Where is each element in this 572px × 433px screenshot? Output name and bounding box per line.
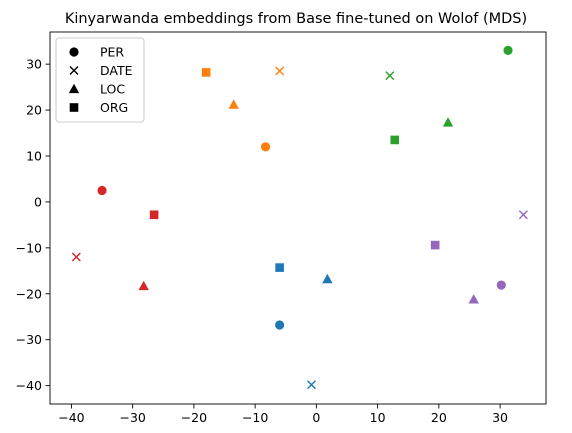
data-point-square bbox=[201, 68, 211, 77]
x-tick-label: 0 bbox=[312, 410, 320, 425]
data-points bbox=[71, 45, 528, 390]
data-point-circle bbox=[496, 280, 506, 290]
data-point-x bbox=[518, 210, 528, 220]
y-tick-label: 0 bbox=[34, 194, 42, 209]
legend-label: LOC bbox=[100, 82, 125, 97]
x-tick-label: −30 bbox=[119, 410, 145, 425]
x-tick-label: 20 bbox=[431, 410, 447, 425]
legend-label: ORG bbox=[100, 100, 128, 115]
legend-marker-circle bbox=[69, 47, 79, 57]
x-tick-label: 10 bbox=[370, 410, 386, 425]
legend-box bbox=[55, 37, 145, 123]
data-point-circle bbox=[260, 142, 271, 152]
data-point-x bbox=[275, 66, 285, 76]
y-tick-label: 10 bbox=[26, 149, 42, 164]
x-axis: −40 −30 −20 −10 0 10 20 30 bbox=[58, 404, 508, 425]
data-point-square bbox=[149, 210, 159, 220]
data-point-triangle bbox=[322, 273, 333, 284]
y-tick-label: −20 bbox=[16, 286, 42, 301]
data-point-circle bbox=[503, 45, 513, 55]
data-point-triangle bbox=[228, 99, 239, 109]
y-tick-label: −40 bbox=[16, 378, 42, 393]
y-axis: −40 −30 −20 −10 0 10 20 30 bbox=[16, 57, 50, 393]
data-point-circle bbox=[97, 185, 107, 196]
y-tick-label: 20 bbox=[26, 103, 42, 118]
data-point-x bbox=[385, 71, 395, 81]
data-point-x bbox=[306, 380, 316, 390]
y-tick-label: 30 bbox=[26, 57, 42, 72]
legend-marker-triangle bbox=[68, 83, 80, 94]
data-point-circle bbox=[275, 320, 285, 330]
x-tick-label: −10 bbox=[242, 410, 268, 425]
legend-label: DATE bbox=[100, 63, 133, 78]
data-point-square bbox=[275, 263, 284, 272]
legend-marker-square bbox=[69, 103, 79, 112]
data-point-square bbox=[430, 240, 440, 250]
legend: PER DATE LOC ORG bbox=[55, 37, 145, 123]
x-tick-label: −20 bbox=[181, 410, 207, 425]
data-point-square bbox=[390, 135, 400, 145]
chart-title: Kinyarwanda embeddings from Base fine-tu… bbox=[65, 11, 527, 27]
x-tick-label: 30 bbox=[492, 410, 508, 425]
x-tick-label: −40 bbox=[58, 410, 84, 425]
legend-label: PER bbox=[100, 45, 124, 60]
y-tick-label: −10 bbox=[16, 240, 42, 255]
data-point-triangle bbox=[442, 117, 454, 127]
y-tick-label: −30 bbox=[16, 332, 42, 347]
data-point-triangle bbox=[138, 280, 149, 291]
data-point-triangle bbox=[468, 294, 479, 304]
data-point-x bbox=[71, 252, 81, 262]
legend-marker-x bbox=[69, 66, 79, 75]
